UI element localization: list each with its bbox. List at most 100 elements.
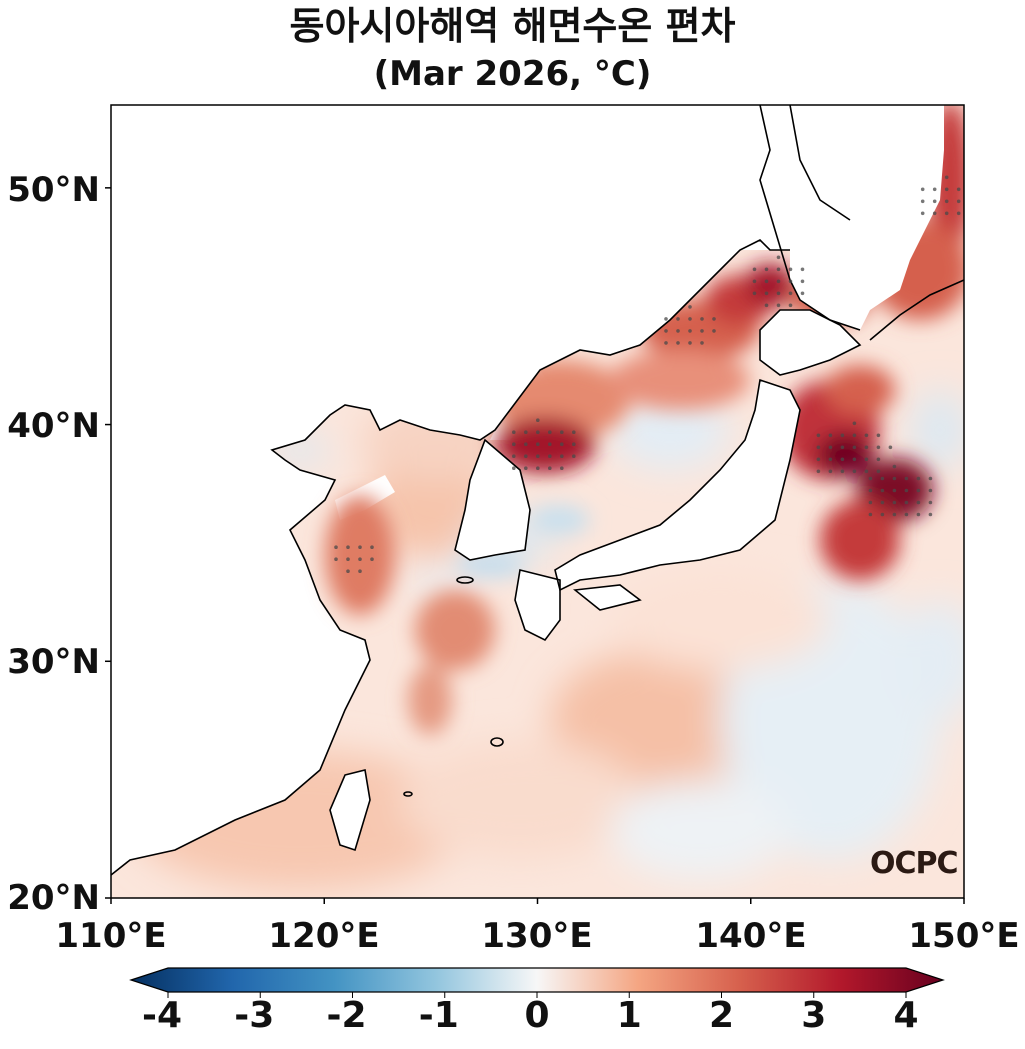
stipple-dot bbox=[688, 305, 692, 309]
stipple-dot bbox=[876, 469, 881, 474]
map-subtitle: (Mar 2026, °C) bbox=[373, 54, 652, 94]
axis-ticks bbox=[105, 187, 965, 904]
stipple-dot bbox=[788, 267, 793, 272]
stipple-dot bbox=[334, 545, 338, 549]
stipple-dot bbox=[764, 291, 769, 296]
stipple-dot bbox=[916, 500, 921, 505]
stipple-dot bbox=[752, 279, 757, 284]
stippling-dots bbox=[334, 175, 973, 573]
ocpc-logo: OCPC bbox=[870, 846, 959, 881]
stipple-dot bbox=[560, 430, 564, 435]
y-tick-30N: 30°N bbox=[7, 642, 100, 682]
stipple-dot bbox=[512, 466, 516, 471]
stipple-dot bbox=[956, 187, 961, 192]
stipple-dot bbox=[572, 454, 576, 459]
colorbar-label: 2 bbox=[708, 995, 735, 1036]
stipple-dot bbox=[828, 433, 833, 438]
stipple-dot bbox=[560, 454, 564, 459]
stipple-dot bbox=[536, 418, 540, 423]
stipple-dot bbox=[932, 211, 937, 216]
stipple-dot bbox=[346, 557, 350, 561]
stipple-dot bbox=[932, 187, 937, 192]
colorbar bbox=[129, 967, 945, 998]
stipple-dot bbox=[892, 476, 897, 481]
y-tick-20N: 20°N bbox=[7, 878, 100, 918]
stipple-dot bbox=[864, 457, 869, 462]
stipple-dot bbox=[536, 454, 540, 459]
stipple-dot bbox=[880, 476, 885, 481]
stipple-dot bbox=[840, 457, 845, 462]
stipple-dot bbox=[852, 421, 857, 426]
stipple-dot bbox=[512, 442, 516, 447]
colorbar-label: -2 bbox=[326, 995, 367, 1036]
stipple-dot bbox=[676, 317, 680, 321]
stipple-dot bbox=[560, 466, 564, 471]
stipple-dot bbox=[346, 569, 350, 573]
x-tick-140E: 140°E bbox=[695, 916, 807, 956]
stipple-dot bbox=[916, 512, 921, 517]
stipple-dot bbox=[764, 279, 769, 284]
stipple-dot bbox=[788, 279, 793, 284]
stipple-dot bbox=[888, 445, 893, 450]
stipple-dot bbox=[969, 200, 973, 204]
stipple-dot bbox=[700, 341, 704, 345]
map-title: 동아시아해역 해면수온 편차 bbox=[289, 4, 736, 48]
stipple-dot bbox=[370, 557, 374, 561]
colorbar-body bbox=[129, 967, 945, 993]
stipple-dot bbox=[928, 500, 933, 505]
stipple-dot bbox=[828, 469, 833, 474]
stipple-dot bbox=[752, 291, 757, 296]
stipple-dot bbox=[840, 469, 845, 474]
colorbar-label: 3 bbox=[801, 995, 827, 1036]
stipple-dot bbox=[548, 442, 552, 447]
stipple-dot bbox=[852, 469, 857, 474]
stipple-dot bbox=[828, 457, 833, 462]
stipple-dot bbox=[800, 291, 805, 296]
stipple-dot bbox=[868, 500, 873, 505]
stipple-dot bbox=[916, 476, 921, 481]
stipple-dot bbox=[512, 454, 516, 459]
stipple-dot bbox=[800, 267, 805, 272]
stipple-dot bbox=[788, 291, 793, 296]
stipple-dot bbox=[816, 469, 821, 474]
stipple-dot bbox=[868, 488, 873, 493]
stipple-dot bbox=[956, 199, 961, 204]
colorbar-label: 0 bbox=[524, 995, 550, 1036]
stipple-dot bbox=[876, 457, 881, 462]
stipple-dot bbox=[572, 430, 576, 435]
stipple-dot bbox=[800, 279, 805, 284]
stipple-dot bbox=[358, 557, 362, 561]
stipple-dot bbox=[548, 454, 552, 459]
stipple-dot bbox=[536, 442, 540, 447]
x-tick-120E: 120°E bbox=[268, 916, 380, 956]
stipple-dot bbox=[852, 457, 857, 462]
stipple-dot bbox=[944, 211, 949, 216]
stipple-dot bbox=[664, 341, 668, 345]
stipple-dot bbox=[664, 329, 668, 333]
stipple-dot bbox=[840, 445, 845, 450]
stipple-dot bbox=[572, 442, 576, 447]
stipple-dot bbox=[892, 500, 897, 505]
stipple-dot bbox=[688, 341, 692, 345]
stipple-dot bbox=[524, 430, 528, 435]
stipple-dot bbox=[928, 512, 933, 517]
stipple-dot bbox=[676, 329, 680, 333]
stipple-dot bbox=[816, 457, 821, 462]
stipple-dot bbox=[370, 545, 374, 549]
x-tick-150E: 150°E bbox=[908, 916, 1020, 956]
stipple-dot bbox=[892, 488, 897, 493]
stipple-dot bbox=[868, 512, 873, 517]
stipple-dot bbox=[892, 512, 897, 517]
stipple-dot bbox=[864, 469, 869, 474]
stipple-dot bbox=[536, 430, 540, 435]
stipple-dot bbox=[712, 329, 716, 333]
stipple-dot bbox=[524, 466, 528, 471]
stipple-dot bbox=[928, 476, 933, 481]
stipple-dot bbox=[852, 445, 857, 450]
stipple-dot bbox=[776, 279, 781, 284]
stipple-dot bbox=[816, 433, 821, 438]
stipple-dot bbox=[688, 317, 692, 321]
stipple-dot bbox=[524, 442, 528, 447]
stipple-dot bbox=[788, 303, 793, 308]
stipple-dot bbox=[944, 187, 949, 192]
